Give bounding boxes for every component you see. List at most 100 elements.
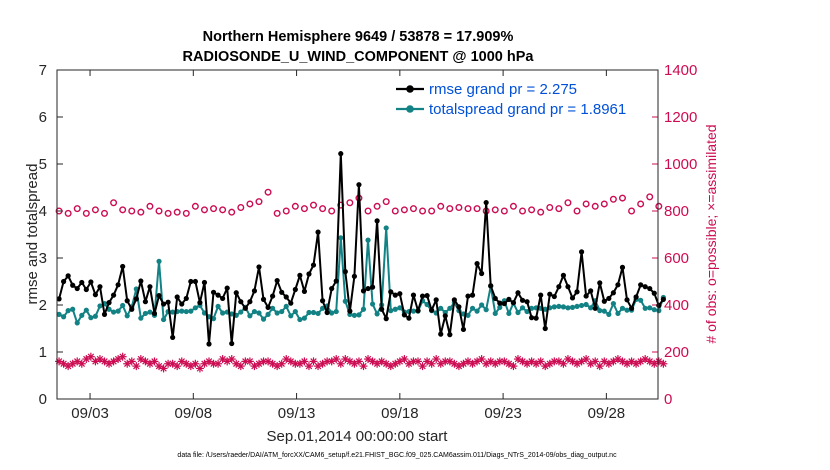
possible-series: [55, 188, 663, 217]
totalspread-point: [183, 308, 189, 315]
rmse-point: [497, 300, 503, 306]
x-tick-label: 09/03: [71, 405, 109, 422]
possible-point: [628, 207, 636, 215]
possible-point: [582, 200, 590, 208]
rmse-point: [160, 301, 167, 307]
possible-point: [564, 199, 572, 207]
data-file-footnote: data file: /Users/raeder/DAI/ATM_forcXX/…: [177, 452, 617, 459]
totalspread-point: [92, 313, 99, 319]
left-tick-label: 0: [39, 391, 47, 408]
totalspread-point: [388, 308, 394, 314]
plot-area: [57, 70, 658, 399]
rmse-point: [356, 182, 362, 188]
totalspread-point: [88, 315, 94, 321]
possible-point: [591, 202, 599, 210]
possible-point: [637, 200, 645, 208]
totalspread-point: [192, 305, 198, 311]
possible-point: [446, 205, 454, 213]
totalspread-point: [142, 310, 148, 317]
possible-point: [182, 209, 190, 217]
totalspread-point: [424, 301, 430, 308]
assimilated-point: [77, 359, 86, 368]
left-tick-label: 1: [39, 344, 47, 361]
possible-point: [346, 199, 354, 207]
totalspread-point: [483, 307, 489, 313]
rmse-point: [260, 296, 267, 302]
totalspread-point: [156, 258, 162, 264]
totalspread-point: [583, 301, 589, 308]
possible-point: [609, 195, 617, 203]
rmse-point: [301, 288, 308, 294]
rmse-point: [479, 270, 485, 277]
rmse-point: [597, 280, 603, 286]
totalspread-point: [360, 306, 367, 312]
rmse-point: [501, 300, 507, 307]
possible-point: [237, 203, 245, 211]
rmse-point: [574, 289, 580, 295]
rmse-point: [124, 298, 130, 304]
totalspread-point: [565, 305, 571, 311]
legend-spread-label: totalspread grand pr = 1.8961: [429, 101, 626, 118]
rmse-point: [651, 290, 657, 296]
left-tick-label: 6: [39, 109, 47, 126]
totalspread-point: [147, 309, 153, 315]
rmse-point: [224, 285, 230, 291]
totalspread-point: [597, 308, 603, 314]
totalspread-point: [329, 310, 335, 316]
x-tick-label: 09/23: [484, 405, 522, 422]
rmse-point: [151, 310, 158, 317]
totalspread-point: [638, 297, 644, 303]
rmse-point: [565, 284, 571, 290]
totalspread-point: [615, 310, 621, 317]
x-tick-label: 09/18: [381, 405, 419, 422]
rmse-point: [510, 300, 517, 306]
left-tick-label: 5: [39, 156, 47, 173]
rmse-point: [433, 297, 439, 303]
possible-point: [655, 202, 663, 210]
rmse-point: [138, 278, 144, 284]
totalspread-point: [551, 304, 557, 310]
rmse-point: [583, 293, 589, 299]
left-tick-label: 7: [39, 62, 47, 79]
possible-point: [119, 206, 127, 214]
totalspread-point: [556, 303, 562, 310]
right-tick-label: 600: [664, 250, 689, 267]
totalspread-point: [338, 235, 344, 241]
totalspread-point: [319, 305, 326, 311]
totalspread-point: [61, 314, 67, 320]
rmse-point: [469, 292, 476, 298]
rmse-point: [442, 313, 448, 319]
rmse-point: [242, 305, 248, 311]
possible-point: [437, 202, 445, 210]
rmse-point: [70, 282, 76, 288]
rmse-point: [101, 311, 108, 317]
y-axis-label-right: # of obs: o=possible; ×=assimilated: [703, 124, 719, 343]
rmse-point: [247, 299, 253, 305]
totalspread-point: [83, 307, 89, 313]
rmse-point: [333, 278, 339, 284]
possible-point: [73, 205, 81, 213]
totalspread-point: [438, 305, 444, 311]
rmse-point: [569, 295, 576, 301]
totalspread-point: [506, 310, 512, 317]
rmse-point: [174, 294, 180, 300]
rmse-point: [419, 293, 426, 299]
totalspread-point: [138, 315, 144, 321]
possible-point: [473, 205, 481, 213]
possible-point: [101, 209, 109, 217]
rmse-point: [447, 332, 453, 338]
rmse-series: [56, 151, 666, 347]
possible-point: [255, 198, 263, 206]
assimilated-point: [114, 355, 123, 364]
totalspread-point: [469, 305, 476, 311]
plot-frame: [56, 69, 659, 400]
rmse-point: [451, 297, 457, 303]
rmse-point: [83, 286, 89, 293]
rmse-point: [329, 285, 335, 292]
totalspread-point: [342, 298, 348, 304]
possible-point: [500, 207, 508, 215]
rmse-point: [610, 290, 616, 296]
rmse-point: [388, 289, 394, 295]
totalspread-point: [220, 310, 226, 316]
rmse-point: [483, 199, 489, 206]
